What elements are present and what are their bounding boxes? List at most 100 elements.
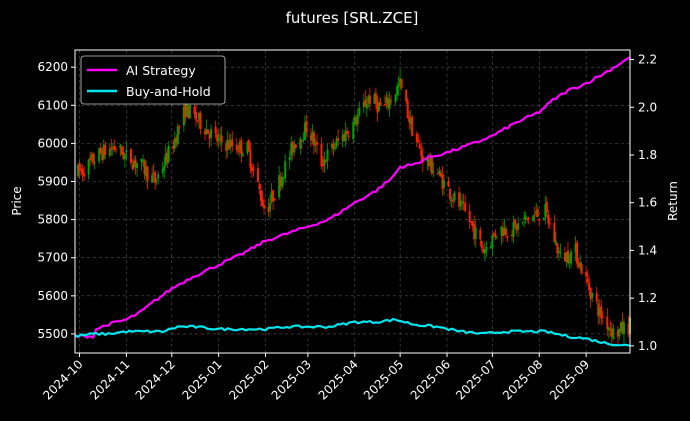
candle-body bbox=[479, 229, 482, 240]
candle-body bbox=[589, 288, 592, 300]
candle-body bbox=[500, 226, 503, 236]
candle-body bbox=[461, 201, 464, 203]
candle-body bbox=[462, 202, 465, 204]
series-lines bbox=[74, 56, 631, 347]
candle-body bbox=[217, 137, 220, 142]
candle-body bbox=[450, 199, 453, 202]
candle-body bbox=[305, 120, 308, 134]
candle-body bbox=[580, 264, 583, 274]
y-axis-right: 1.0 1.2 1.4 1.6 1.8 2.0 2.2 bbox=[630, 53, 657, 353]
candle-body bbox=[473, 224, 476, 240]
candle-body bbox=[566, 250, 569, 264]
candle-body bbox=[78, 163, 81, 171]
candle-body bbox=[385, 97, 388, 104]
candle-body bbox=[252, 169, 255, 171]
candle-body bbox=[309, 135, 312, 140]
candle-body bbox=[229, 139, 232, 148]
candle-body bbox=[93, 162, 96, 164]
chart-title: futures [SRL.ZCE] bbox=[286, 9, 419, 27]
candle-body bbox=[568, 262, 571, 264]
candle-body bbox=[161, 168, 164, 174]
candle-body bbox=[409, 118, 412, 125]
candle-body bbox=[122, 151, 125, 159]
candle-body bbox=[426, 157, 429, 162]
candle-body bbox=[193, 106, 196, 115]
candle-body bbox=[154, 172, 157, 183]
candle-body bbox=[532, 215, 535, 222]
candle-body bbox=[216, 133, 219, 142]
candle-body bbox=[238, 141, 241, 151]
candle-body bbox=[464, 203, 467, 211]
candle-body bbox=[533, 214, 536, 216]
candle-body bbox=[379, 101, 382, 106]
candle-body bbox=[178, 125, 181, 128]
candle-body bbox=[341, 134, 344, 142]
candle-body bbox=[411, 116, 414, 137]
candle-body bbox=[436, 173, 439, 175]
candle-body bbox=[303, 123, 306, 141]
candle-body bbox=[267, 206, 270, 212]
candle-body bbox=[228, 141, 231, 149]
candle-body bbox=[250, 166, 253, 172]
candle-body bbox=[364, 99, 367, 107]
candle-body bbox=[588, 282, 591, 291]
candle-body bbox=[136, 162, 139, 169]
candle-body bbox=[483, 249, 486, 254]
candle-body bbox=[506, 236, 509, 238]
candle-body bbox=[622, 322, 625, 335]
candle-body bbox=[219, 135, 222, 137]
candle-body bbox=[515, 224, 518, 231]
candle-body bbox=[279, 176, 282, 186]
candle-body bbox=[325, 161, 328, 163]
candle-body bbox=[524, 215, 527, 219]
candle-body bbox=[143, 160, 146, 175]
candle-body bbox=[565, 252, 568, 262]
candle-body bbox=[429, 156, 432, 167]
candle-body bbox=[468, 211, 471, 222]
candle-body bbox=[176, 126, 179, 144]
candle-body bbox=[77, 165, 80, 177]
candle-body bbox=[548, 223, 551, 225]
candle-body bbox=[80, 169, 83, 171]
candle-body bbox=[123, 153, 126, 159]
candle-body bbox=[152, 173, 155, 175]
candle-body bbox=[314, 143, 317, 145]
candle-body bbox=[598, 307, 601, 316]
candle-body bbox=[175, 137, 178, 143]
y-axis-right-label: Return bbox=[666, 181, 680, 221]
candle-body bbox=[358, 107, 361, 116]
candle-body bbox=[164, 153, 167, 166]
candle-body bbox=[185, 103, 188, 117]
candle-body bbox=[449, 188, 452, 200]
legend-label-buy-and-hold: Buy-and-Hold bbox=[126, 84, 211, 99]
candle-body bbox=[240, 139, 243, 155]
candle-body bbox=[337, 138, 340, 141]
candle-body bbox=[408, 116, 411, 122]
candle-body bbox=[535, 210, 538, 214]
candle-body bbox=[163, 166, 166, 171]
candle-body bbox=[204, 130, 207, 135]
candle-body bbox=[616, 330, 619, 337]
candle-body bbox=[458, 192, 461, 207]
candle-body bbox=[430, 156, 433, 174]
candle-body bbox=[559, 251, 562, 254]
candle-body bbox=[356, 115, 359, 125]
candle-body bbox=[196, 120, 199, 122]
candle-body bbox=[320, 144, 323, 167]
candle-body bbox=[155, 180, 158, 182]
candle-body bbox=[146, 166, 149, 181]
candle-body bbox=[346, 131, 349, 134]
candle-body bbox=[311, 132, 314, 142]
candle-body bbox=[606, 316, 609, 330]
candle-body bbox=[400, 79, 403, 88]
candle-body bbox=[627, 323, 630, 334]
y-axis-left-label: Price bbox=[10, 186, 24, 215]
candle-body bbox=[272, 190, 275, 201]
candle-body bbox=[87, 159, 90, 175]
candle-body bbox=[576, 242, 579, 264]
candle-body bbox=[140, 158, 143, 163]
candle-body bbox=[98, 147, 101, 162]
candle-body bbox=[101, 150, 104, 160]
y-right-tick-label: 2.0 bbox=[638, 100, 657, 114]
